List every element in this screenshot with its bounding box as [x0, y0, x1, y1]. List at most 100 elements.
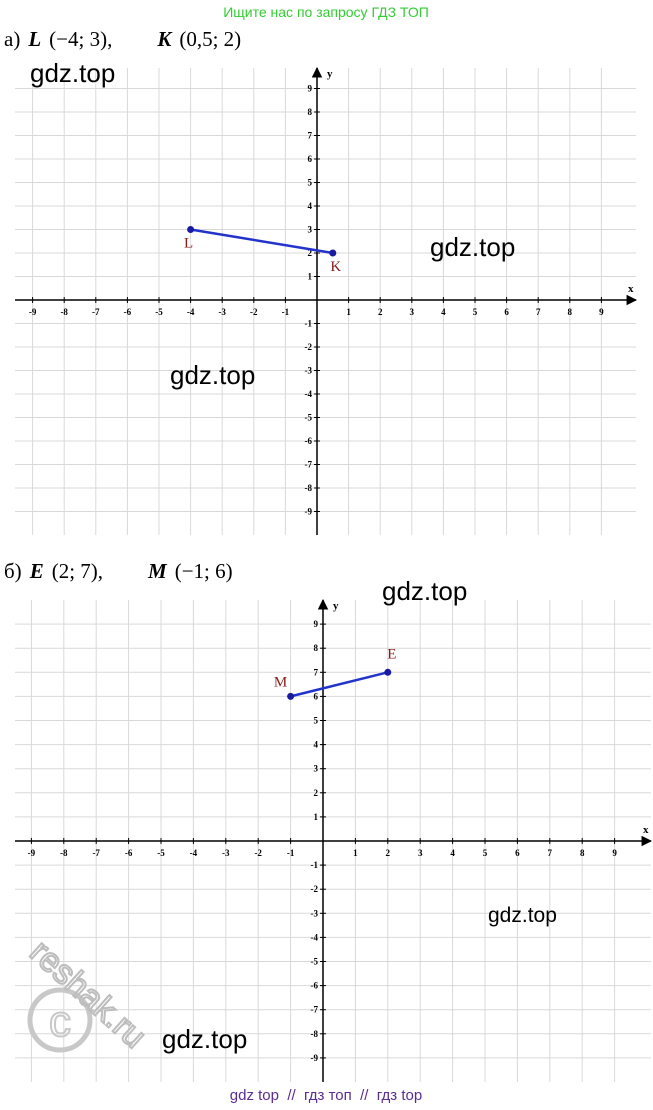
- y-tick-label: -9: [305, 507, 313, 517]
- point-coords: (0,5; 2): [179, 27, 241, 51]
- y-tick-label: -7: [311, 1005, 319, 1015]
- x-tick-label: 5: [473, 307, 478, 317]
- stamp-circle: [27, 987, 93, 1053]
- x-tick-label: 9: [612, 848, 617, 858]
- point-name: E: [29, 559, 44, 583]
- y-tick-label: 4: [308, 201, 313, 211]
- x-tick-label: 7: [548, 848, 553, 858]
- x-tick-label: -7: [92, 848, 100, 858]
- y-tick-label: -1: [311, 860, 319, 870]
- y-tick-label: 6: [308, 154, 313, 164]
- x-tick-label: 8: [568, 307, 573, 317]
- y-tick-label: -6: [311, 981, 319, 991]
- y-tick-label: 8: [308, 107, 313, 117]
- point-name: L: [27, 27, 41, 51]
- y-tick-label: 2: [308, 248, 313, 258]
- x-tick-label: 6: [515, 848, 520, 858]
- watermark: gdz.top: [170, 360, 255, 390]
- watermark: gdz.top: [382, 576, 467, 606]
- axis-label: y: [327, 68, 333, 80]
- x-tick-label: -2: [250, 307, 258, 317]
- x-tick-label: 3: [410, 307, 415, 317]
- point-name: K: [156, 27, 173, 51]
- point-coords: (−4; 3),: [49, 27, 112, 51]
- x-tick-label: -1: [282, 307, 290, 317]
- x-tick-label: -5: [157, 848, 165, 858]
- point-name: M: [147, 559, 168, 583]
- point-label: L: [184, 236, 193, 252]
- watermark: gdz.top: [488, 904, 557, 927]
- y-tick-label: 2: [314, 788, 319, 798]
- x-tick-label: -9: [29, 307, 37, 317]
- point-coords: (2; 7),: [52, 559, 103, 583]
- x-tick-label: 8: [580, 848, 585, 858]
- x-tick-label: 4: [450, 848, 455, 858]
- y-tick-label: 3: [314, 764, 319, 774]
- y-tick-label: -3: [305, 366, 313, 376]
- axis-label: x: [628, 283, 634, 295]
- y-tick-label: -1: [305, 319, 313, 329]
- point: [287, 692, 295, 700]
- y-tick-label: -4: [311, 932, 319, 942]
- point-label: M: [274, 674, 287, 690]
- watermark: gdz.top: [162, 1024, 247, 1054]
- x-tick-label: -6: [124, 307, 132, 317]
- x-tick-label: -8: [60, 848, 68, 858]
- stamp-c: c: [49, 997, 71, 1046]
- y-tick-label: 3: [308, 225, 313, 235]
- x-tick-label: -2: [254, 848, 262, 858]
- point: [329, 249, 337, 257]
- x-tick-label: -5: [155, 307, 163, 317]
- prefix: б): [4, 559, 22, 583]
- y-tick-label: 1: [308, 272, 313, 282]
- y-tick-label: -5: [311, 957, 319, 967]
- y-tick-label: 5: [314, 716, 319, 726]
- segment: [290, 671, 389, 698]
- x-tick-label: 2: [378, 307, 383, 317]
- y-tick-label: 8: [314, 643, 319, 653]
- x-tick-label: 2: [386, 848, 391, 858]
- y-tick-label: -2: [311, 884, 319, 894]
- y-tick-label: -9: [311, 1053, 319, 1063]
- y-tick-label: 5: [308, 178, 313, 188]
- x-tick-label: 1: [346, 307, 351, 317]
- y-tick-label: 1: [314, 812, 319, 822]
- y-tick-label: 7: [308, 131, 313, 141]
- axis-label: x: [643, 824, 649, 836]
- x-tick-label: -8: [60, 307, 68, 317]
- point-label: E: [387, 646, 396, 662]
- footer: gdz top // гдз топ // гдз top: [230, 1087, 422, 1104]
- axis-label: y: [333, 600, 339, 612]
- x-tick-label: -6: [125, 848, 133, 858]
- point: [187, 226, 195, 233]
- x-tick-label: 3: [418, 848, 423, 858]
- y-tick-label: 6: [314, 691, 319, 701]
- x-tick-label: 9: [599, 307, 604, 317]
- y-tick-label: 9: [314, 619, 319, 629]
- x-tick-label: 4: [441, 307, 446, 317]
- y-tick-label: -3: [311, 908, 319, 918]
- y-tick-label: -4: [305, 389, 313, 399]
- x-tick-label: 5: [483, 848, 488, 858]
- x-tick-label: -9: [28, 848, 36, 858]
- point-coords: (−1; 6): [175, 559, 233, 583]
- x-tick-label: -3: [218, 307, 226, 317]
- y-tick-label: -7: [305, 460, 313, 470]
- x-tick-label: 1: [353, 848, 358, 858]
- y-tick-label: -5: [305, 413, 313, 423]
- y-tick-label: -2: [305, 342, 313, 352]
- segment: [190, 228, 334, 255]
- banner: Ищите нас по запросу ГДЗ ТОП: [223, 4, 429, 20]
- watermark: gdz.top: [430, 232, 515, 262]
- x-tick-label: -4: [190, 848, 198, 858]
- y-tick-label: 7: [314, 667, 319, 677]
- point-label: K: [330, 259, 341, 275]
- y-tick-label: 4: [314, 740, 319, 750]
- x-tick-label: -1: [287, 848, 295, 858]
- y-tick-label: -8: [311, 1029, 319, 1039]
- point: [384, 668, 392, 676]
- heading: б) E (2; 7), M (−1; 6): [4, 559, 233, 583]
- y-tick-label: 9: [308, 84, 313, 94]
